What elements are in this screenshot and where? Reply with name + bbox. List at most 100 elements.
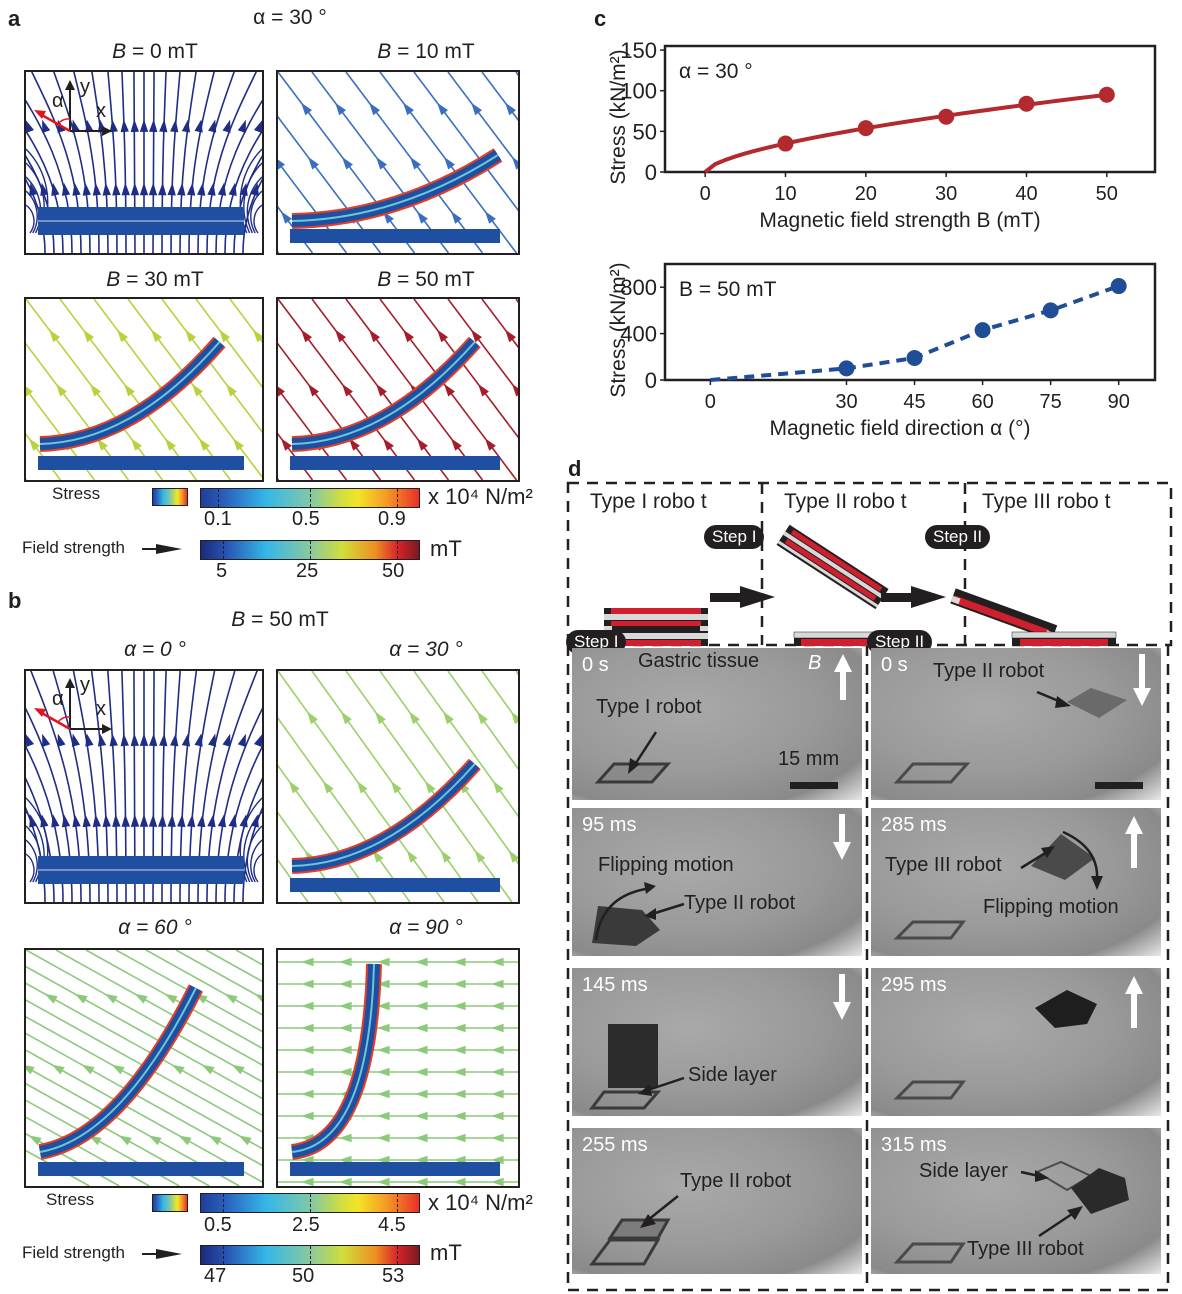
field-lines — [26, 950, 262, 1186]
robot-shape — [1067, 688, 1127, 718]
field-colorbar-label: Field strength — [22, 1243, 125, 1262]
field-arrowhead — [301, 1023, 314, 1033]
field-arrowhead — [81, 1064, 95, 1075]
panel-label-a: a — [8, 6, 21, 31]
field-arrowhead — [410, 156, 421, 170]
field-arrowhead — [508, 850, 518, 863]
stage-type-i: Type I robo t — [590, 490, 707, 513]
field-arrowhead — [139, 733, 149, 746]
x-tick-label: 0 — [705, 391, 716, 413]
field-down-arrow-icon — [1139, 654, 1145, 690]
field-arrowhead — [219, 329, 231, 343]
field-arrowhead — [148, 182, 158, 196]
field-arrowhead — [118, 1135, 132, 1146]
field-arrowhead — [82, 814, 91, 828]
robot-shape — [1035, 990, 1097, 1028]
chart-stress-vs-field-direction: 0 30 45 60 75 90 0 400 800 Magnetic field directi… — [607, 262, 1157, 440]
robot-shape — [607, 1218, 671, 1240]
field-arrowhead — [307, 711, 318, 725]
data-point — [838, 360, 855, 377]
field-arrowhead — [102, 182, 111, 196]
pointer-arrow-icon — [647, 1076, 685, 1092]
frame-time: 0 s — [582, 654, 609, 676]
y-tick-label: 50 — [633, 119, 657, 144]
field-tick: 53 — [382, 1265, 405, 1287]
robot-label: Type I robot — [596, 696, 702, 718]
field-arrowhead — [159, 733, 168, 747]
field-arrowhead — [301, 1045, 314, 1055]
chart-annotation: α = 30 ° — [679, 60, 753, 83]
robot-body — [290, 229, 500, 243]
field-arrowhead — [28, 1135, 42, 1146]
type-ii-robot-icon — [776, 524, 889, 610]
field-arrowhead — [376, 156, 387, 170]
field-arrowhead — [51, 1064, 65, 1075]
field-arrowhead — [339, 1045, 352, 1055]
field-arrowhead — [254, 993, 262, 1002]
robot-shape — [592, 906, 660, 946]
robot-label: Type II robot — [680, 1170, 792, 1192]
field-arrowhead — [339, 1067, 352, 1077]
x-tick-label: 0 — [700, 183, 711, 205]
field-up-arrow-icon — [1131, 992, 1137, 1028]
robot-shape — [594, 762, 672, 784]
field-arrowhead — [415, 1045, 428, 1055]
data-point — [906, 349, 923, 366]
x-tick-label: 45 — [903, 391, 925, 413]
sim-b-a30 — [276, 669, 520, 904]
field-arrowhead — [342, 383, 353, 397]
field-arrowhead — [342, 156, 353, 170]
field-arrowhead — [26, 120, 35, 134]
field-arrowhead — [450, 211, 462, 224]
field-b-label: B — [808, 652, 822, 674]
field-arrowhead — [124, 383, 135, 397]
frame-time: 95 ms — [582, 814, 637, 836]
field-arrowhead — [208, 1135, 222, 1146]
y-axis-label: Stress (kN/m²) — [607, 49, 630, 184]
field-arrowhead — [377, 1089, 390, 1099]
x-tick-label: 10 — [774, 183, 796, 205]
field-arrowhead — [437, 102, 449, 116]
field-lines — [26, 299, 262, 480]
data-point — [1110, 278, 1127, 295]
field-arrowhead — [280, 438, 292, 451]
data-point — [1098, 86, 1115, 103]
field-arrowhead — [505, 329, 517, 343]
field-lines — [278, 299, 518, 480]
field-arrowhead — [512, 383, 518, 397]
field-arrowhead — [85, 733, 94, 747]
field-arrowhead — [491, 957, 504, 967]
field-arrowhead — [505, 102, 517, 116]
field-arrowhead — [121, 182, 130, 196]
field-arrowhead — [415, 1177, 428, 1186]
field-arrowhead — [406, 850, 418, 863]
field-arrowhead — [444, 383, 455, 397]
field-arrowhead — [92, 182, 102, 196]
field-arrowhead — [186, 182, 196, 196]
field-arrowhead — [177, 182, 186, 196]
field-line — [242, 178, 262, 253]
data-point — [1018, 95, 1035, 112]
field-tick: 47 — [204, 1265, 227, 1287]
field-arrowhead — [415, 1089, 428, 1099]
field-arrowhead — [491, 979, 504, 989]
field-arrowhead — [416, 211, 428, 224]
field-arrowhead — [71, 733, 80, 747]
field-line — [481, 671, 518, 723]
photo-step1-95ms: 95 ms Flipping motion Type II robot — [572, 808, 862, 956]
field-line — [278, 342, 382, 480]
robot-label: Type III robot — [967, 1238, 1084, 1260]
field-arrowhead — [28, 438, 40, 451]
field-arrowhead — [170, 733, 179, 747]
pointer-arrow-icon — [632, 731, 658, 767]
field-arrowhead — [112, 182, 121, 196]
field-line — [55, 950, 262, 1066]
photo-step2-0s: 0 s Type II robot — [871, 648, 1161, 800]
field-line — [515, 671, 518, 676]
panel-a-title-3: B = 50 mT — [377, 268, 475, 291]
alpha-label: α — [52, 688, 64, 710]
field-lines — [26, 671, 262, 902]
field-arrowhead — [453, 1177, 466, 1186]
field-arrowhead — [301, 102, 313, 116]
x-tick-label: 75 — [1040, 391, 1062, 413]
